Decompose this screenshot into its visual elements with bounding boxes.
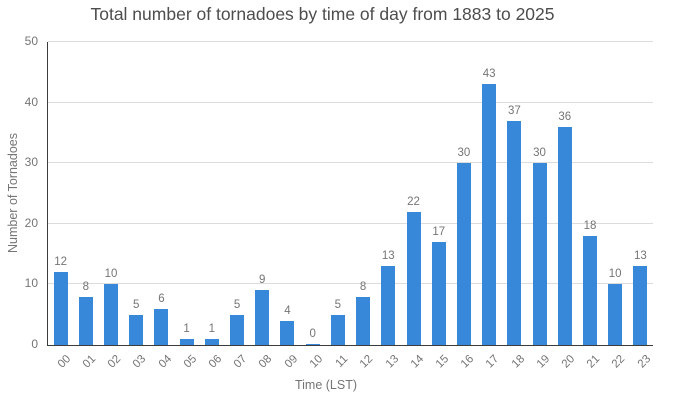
- bar: [456, 163, 471, 345]
- y-tick-label: 20: [24, 215, 38, 230]
- x-tick-label: 01: [80, 353, 99, 371]
- x-tick-label: 02: [105, 353, 124, 371]
- bar-value-label: 10: [608, 268, 622, 281]
- x-tick-label: 04: [156, 353, 174, 371]
- x-axis-title: Time (LST): [294, 378, 358, 392]
- bar-value-label: 13: [633, 250, 647, 263]
- bar: [154, 308, 169, 345]
- bar-value-label: 13: [381, 250, 395, 263]
- bar: [532, 163, 547, 345]
- plot-area: 12 8 10 5 6 1 1 5 9 4 0 5 8 13 22 17 30 43 37 30 36 18 10 13: [47, 41, 653, 346]
- bar-value-label: 9: [259, 274, 266, 287]
- y-tick-label: 40: [24, 94, 38, 109]
- x-tick-label: 00: [55, 353, 74, 371]
- bar-value-label: 5: [133, 298, 140, 311]
- bar-value-label: 6: [158, 292, 165, 305]
- bar-value-label: 30: [533, 147, 546, 160]
- bar: [507, 120, 522, 345]
- x-tick-label: 11: [333, 353, 351, 370]
- bar: [204, 338, 219, 345]
- bar-value-label: 1: [183, 322, 190, 335]
- bar: [230, 314, 245, 345]
- bar-value-label: 36: [558, 110, 572, 123]
- bar-value-label: 30: [457, 147, 471, 160]
- bar-value-label: 37: [507, 104, 521, 117]
- bar-value-label: 8: [359, 280, 367, 293]
- bar-value-label: 4: [284, 304, 291, 317]
- y-tick-label: 0: [31, 337, 38, 351]
- bar: [305, 343, 320, 345]
- x-tick-label: 15: [433, 353, 452, 371]
- bar: [356, 296, 371, 345]
- bar: [482, 84, 497, 345]
- gridline: [48, 101, 653, 103]
- y-tick-label: 30: [24, 155, 38, 170]
- bar-value-label: 43: [482, 68, 496, 81]
- bar: [557, 126, 572, 345]
- x-tick-label: 19: [534, 353, 553, 371]
- bar-value-label: 12: [54, 256, 67, 269]
- x-tick-label: 16: [458, 353, 477, 371]
- bar: [381, 266, 396, 345]
- y-tick-label: 10: [24, 276, 38, 291]
- bar-value-label: 1: [208, 322, 216, 335]
- bar-value-label: 5: [334, 298, 342, 311]
- bar: [179, 338, 194, 345]
- x-tick-label: 12: [358, 353, 376, 371]
- x-tick-label: 03: [131, 353, 149, 371]
- x-tick-label: 08: [257, 353, 275, 371]
- x-tick-label: 09: [282, 353, 300, 371]
- x-tick-label: 07: [232, 353, 250, 371]
- y-tick-label: 50: [24, 34, 38, 48]
- bar: [406, 211, 421, 345]
- bar-value-label: 22: [407, 195, 420, 208]
- gridline: [48, 283, 653, 285]
- bar: [608, 284, 623, 345]
- bar-value-label: 18: [583, 219, 597, 232]
- bar: [582, 235, 597, 345]
- x-tick-label: 05: [181, 353, 200, 371]
- gridline: [48, 162, 653, 164]
- bar: [255, 290, 270, 345]
- bar-value-label: 0: [309, 327, 316, 340]
- gridline: [48, 41, 653, 42]
- y-axis-ticks: 0 10 20 30 40 50: [0, 34, 38, 351]
- x-tick-label: 13: [383, 353, 401, 371]
- x-tick-label: 10: [307, 353, 326, 371]
- bar-value-label: 5: [233, 298, 241, 311]
- x-tick-label: 20: [559, 353, 578, 371]
- x-tick-label: 17: [484, 353, 502, 371]
- x-tick-label: 18: [509, 353, 527, 371]
- bar: [330, 314, 345, 345]
- x-tick-label: 21: [584, 353, 603, 371]
- bar-value-label: 10: [104, 268, 118, 281]
- x-tick-label: 14: [408, 353, 427, 371]
- bar-value-label: 8: [82, 280, 89, 293]
- bar: [53, 272, 68, 345]
- x-tick-label: 06: [206, 353, 225, 371]
- chart-title: Total number of tornadoes by time of day…: [90, 4, 555, 24]
- gridline: [48, 222, 653, 224]
- bar: [104, 284, 119, 345]
- bar: [78, 296, 93, 345]
- bar: [129, 314, 144, 345]
- bar-value-label: 17: [432, 225, 446, 238]
- bar: [431, 241, 446, 345]
- x-tick-label: 23: [635, 353, 653, 371]
- bar: [633, 266, 648, 345]
- x-tick-label: 22: [610, 353, 628, 371]
- bar: [280, 320, 295, 345]
